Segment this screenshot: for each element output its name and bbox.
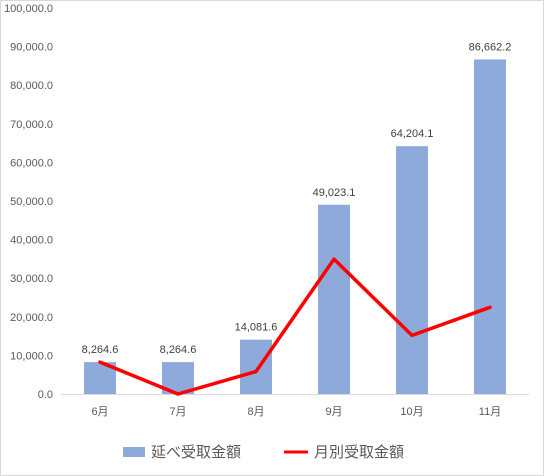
axes: 0.0 10,000.0 20,000.0 30,000.0 40,000.0 50,00… — [4, 3, 529, 418]
y-tick-label: 100,000.0 — [4, 3, 53, 15]
bar-data-label: 49,023.1 — [313, 187, 356, 199]
bar — [240, 339, 272, 394]
legend-bar-swatch — [123, 447, 145, 457]
x-tick-label: 8月 — [247, 406, 264, 418]
x-tick-label: 11月 — [479, 406, 501, 418]
bar — [474, 59, 506, 394]
legend-bar-label: 延べ受取金額 — [151, 443, 241, 461]
x-tick-label: 7月 — [169, 406, 186, 418]
legend-line-label: 月別受取金額 — [314, 443, 404, 461]
bar-data-label: 86,662.2 — [469, 41, 512, 53]
bar-data-label: 14,081.6 — [235, 322, 278, 334]
x-tick-label: 6月 — [91, 406, 108, 418]
bar-data-label: 8,264.6 — [160, 344, 197, 356]
x-tick-label: 10月 — [400, 406, 423, 418]
line-series — [98, 257, 492, 396]
y-tick-label: 20,000.0 — [10, 312, 53, 324]
y-tick-label: 60,000.0 — [10, 157, 53, 169]
bar-series — [84, 59, 506, 394]
y-tick-label: 70,000.0 — [10, 119, 53, 131]
data-labels: 8,264.6 8,264.6 14,081.6 49,023.1 64,204.1 86… — [82, 41, 512, 356]
bar-data-label: 8,264.6 — [82, 344, 119, 356]
y-tick-label: 90,000.0 — [10, 42, 53, 54]
y-tick-label: 10,000.0 — [10, 350, 53, 362]
y-tick-label: 50,000.0 — [10, 196, 53, 208]
bar-data-label: 64,204.1 — [391, 128, 434, 140]
y-tick-label: 80,000.0 — [10, 80, 53, 92]
y-tick-label: 0.0 — [38, 389, 53, 401]
bar — [396, 146, 428, 394]
line-series-path — [98, 257, 492, 396]
bar — [318, 204, 350, 394]
legend: 延べ受取金額 月別受取金額 — [123, 443, 404, 461]
x-tick-label: 9月 — [325, 406, 342, 418]
y-tick-label: 40,000.0 — [10, 235, 53, 247]
y-tick-label: 30,000.0 — [10, 273, 53, 285]
